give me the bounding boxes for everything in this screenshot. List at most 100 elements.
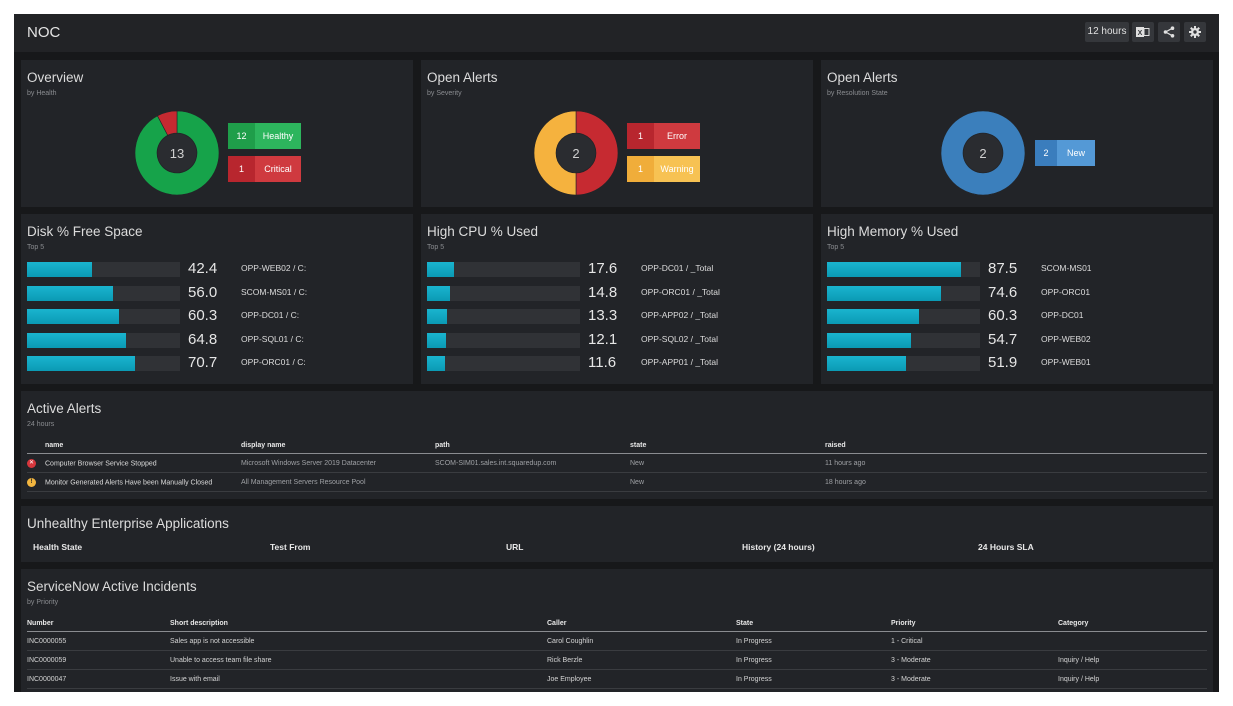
column-header[interactable]: Category	[1058, 615, 1207, 632]
bar-row[interactable]: 60.3 OPP-DC01 / C:	[27, 307, 413, 326]
bar-fill	[827, 262, 961, 277]
bar-name-label[interactable]: OPP-APP02 / _Total	[641, 310, 719, 320]
bar-fill	[27, 356, 136, 371]
severity-donut-chart[interactable]: 2	[533, 110, 619, 196]
bar-row[interactable]: 11.6 OPP-APP01 / _Total	[427, 354, 813, 373]
incident-number[interactable]: INC0000055	[27, 631, 170, 651]
bar-name-label[interactable]: OPP-SQL01 / C:	[241, 333, 304, 344]
resolution-donut-chart[interactable]: 2	[940, 110, 1026, 196]
bar-row[interactable]: 74.6 OPP-ORC01	[827, 283, 1213, 303]
alert-name[interactable]: Computer Browser Service Stopped	[45, 459, 157, 467]
bar-value-label: 60.3	[988, 307, 1018, 324]
bar-row[interactable]: 64.8 OPP-SQL01 / C:	[27, 331, 413, 350]
bar-name-label[interactable]: OPP-APP01 / _Total	[641, 357, 719, 367]
timeframe-button[interactable]: 12 hours	[1085, 22, 1129, 42]
bar-name-label[interactable]: SCOM-MS01 / C:	[241, 286, 308, 297]
donut-slice-critical[interactable]	[157, 110, 178, 136]
bar-row[interactable]: 13.3 OPP-APP02 / _Total	[427, 307, 813, 326]
column-header[interactable]: Health State	[33, 542, 83, 552]
legend-critical[interactable]: 1 Critical	[228, 156, 301, 182]
alert-path: SCOM-SIM01.sales.int.squaredup.com	[435, 453, 630, 473]
legend-error[interactable]: 1 Error	[627, 123, 700, 149]
panel-title: Disk % Free Space	[27, 224, 143, 239]
column-header[interactable]: History (24 hours)	[742, 542, 815, 552]
bar-row[interactable]: 54.7 OPP-WEB02	[827, 331, 1213, 350]
donut-slice-new[interactable]	[940, 110, 1026, 196]
active-alerts-table: name display name path state raised ✕ Com…	[27, 437, 1207, 492]
alert-display-name: All Management Servers Resource Pool	[241, 472, 435, 492]
bar-name-label[interactable]: OPP-WEB01	[1041, 357, 1091, 367]
panel-subtitle: 24 hours	[27, 421, 55, 428]
panel-subtitle: Top 5	[427, 244, 445, 251]
settings-button[interactable]	[1184, 22, 1206, 42]
active-alerts-panel: Active Alerts 24 hours name display name…	[21, 391, 1213, 499]
incident-number[interactable]: INC0000059	[27, 650, 170, 670]
bar-row[interactable]: 42.4 OPP-WEB02 / C:	[27, 260, 413, 279]
bar-name-label[interactable]: OPP-SQL02 / _Total	[641, 333, 719, 344]
table-row[interactable]: ! Monitor Generated Alerts Have been Manu…	[27, 472, 1207, 492]
legend-count: 2	[1043, 148, 1049, 158]
bar-name-label[interactable]: OPP-WEB02 / C:	[241, 263, 307, 273]
disk-free-space-panel: Disk % Free Space Top 5 42.4 OPP-WEB02 / …	[21, 214, 413, 384]
column-header[interactable]: state	[630, 437, 825, 454]
legend-healthy[interactable]: 12 Healthy	[228, 123, 301, 149]
column-header[interactable]: name	[27, 437, 241, 454]
enterprise-apps-panel: Unhealthy Enterprise Applications Health…	[21, 506, 1213, 562]
panel-subtitle: Top 5	[27, 244, 45, 251]
incident-description: Issue with email	[170, 669, 547, 689]
bar-row[interactable]: 70.7 OPP-ORC01 / C:	[27, 354, 413, 373]
table-row[interactable]: INC0000055 Sales app is not accessible C…	[27, 631, 1207, 651]
bar-name-label[interactable]: OPP-DC01	[1041, 310, 1084, 320]
table-row[interactable]: INC0000059 Unable to access team file sh…	[27, 650, 1207, 670]
bar-track	[827, 356, 980, 371]
table-row[interactable]: INC0000047 Issue with email Joe Employee…	[27, 669, 1207, 689]
alert-name[interactable]: Monitor Generated Alerts Have been Manua…	[45, 478, 213, 486]
bar-name-label[interactable]: OPP-ORC01	[1041, 286, 1091, 297]
column-header[interactable]: State	[736, 615, 891, 632]
column-header[interactable]: Short description	[170, 615, 547, 632]
table-row[interactable]: ✕ Computer Browser Service Stopped Micros…	[27, 453, 1207, 473]
incident-priority: 3 - Moderate	[891, 650, 1058, 670]
bar-row[interactable]: 51.9 OPP-WEB01	[827, 354, 1213, 373]
donut-center	[963, 133, 1003, 173]
share-button[interactable]	[1158, 22, 1180, 42]
bar-row[interactable]: 12.1 OPP-SQL02 / _Total	[427, 331, 813, 350]
column-header[interactable]: URL	[506, 542, 524, 552]
bar-name-label[interactable]: OPP-DC01 / C:	[241, 310, 300, 320]
bar-name-label[interactable]: OPP-DC01 / _Total	[641, 263, 714, 273]
legend-new[interactable]: 2 New	[1035, 140, 1095, 166]
donut-slice-healthy[interactable]	[134, 110, 220, 196]
column-header[interactable]: Number	[27, 615, 170, 632]
column-header[interactable]: raised	[825, 437, 1207, 454]
incident-state: In Progress	[736, 669, 891, 689]
incident-number[interactable]: INC0000047	[27, 669, 170, 689]
bar-value-label: 74.6	[988, 283, 1018, 301]
bar-name-label[interactable]: SCOM-MS01	[1041, 263, 1092, 273]
bar-row[interactable]: 56.0 SCOM-MS01 / C:	[27, 284, 413, 303]
column-header[interactable]: Test From	[270, 542, 311, 552]
column-header[interactable]: Priority	[891, 615, 1058, 632]
bar-name-label[interactable]: OPP-ORC01 / _Total	[641, 286, 720, 297]
bar-row[interactable]: 87.5 SCOM-MS01	[827, 260, 1213, 279]
donut-slice-error[interactable]	[575, 110, 619, 196]
bar-track	[427, 262, 580, 277]
column-header[interactable]: display name	[241, 437, 435, 454]
bar-name-label[interactable]: OPP-WEB02	[1041, 333, 1091, 344]
dashboard-title: NOC	[27, 24, 61, 41]
bar-fill	[827, 332, 911, 348]
export-button[interactable]: X	[1132, 22, 1154, 42]
donut-slice-warning[interactable]	[533, 110, 577, 196]
health-donut-chart[interactable]: 13	[134, 110, 220, 196]
column-header[interactable]: Caller	[547, 615, 736, 632]
column-header[interactable]: 24 Hours SLA	[978, 542, 1034, 552]
bar-row[interactable]: 17.6 OPP-DC01 / _Total	[427, 260, 813, 279]
bar-row[interactable]: 14.8 OPP-ORC01 / _Total	[427, 284, 813, 303]
bar-row[interactable]: 60.3 OPP-DC01	[827, 307, 1213, 326]
bar-name-label[interactable]: OPP-ORC01 / C:	[241, 357, 306, 367]
alerts-severity-panel: Open Alerts by Severity 2 1 Error 1 Warn…	[421, 60, 813, 207]
column-header[interactable]: path	[435, 437, 630, 454]
panel-title: Open Alerts	[427, 70, 498, 85]
bar-fill	[827, 309, 920, 324]
legend-warning[interactable]: 1 Warning	[627, 156, 700, 182]
bar-track	[27, 309, 180, 324]
